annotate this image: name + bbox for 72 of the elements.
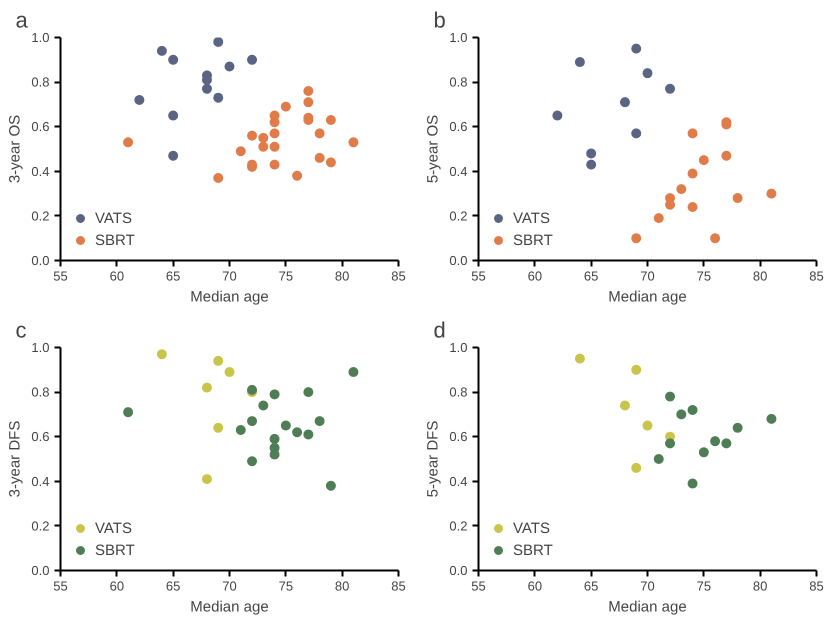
chart-title: d: [434, 318, 446, 342]
x-tick-label: 55: [53, 578, 68, 594]
x-tick-label: 85: [809, 268, 824, 284]
chart-title: a: [16, 8, 28, 32]
y-tick-label: 1.0: [31, 340, 50, 355]
x-axis-title: Median age: [608, 288, 687, 306]
y-tick-label: 0.8: [31, 74, 50, 90]
x-tick-label: 60: [528, 268, 542, 284]
y-tick-label: 0.4: [449, 474, 468, 489]
x-tick-label: 65: [584, 578, 598, 594]
y-axis-title: 5-year OS: [424, 114, 442, 184]
x-tick-label: 75: [696, 268, 712, 284]
x-tick-label: 55: [471, 578, 486, 594]
legend-label: VATS: [513, 520, 550, 536]
legend-label: VATS: [95, 520, 132, 536]
y-tick-label: 0.4: [31, 164, 50, 179]
x-tick-label: 60: [110, 578, 124, 594]
x-axis-title: Median age: [608, 598, 687, 616]
y-tick-label: 0.0: [31, 253, 50, 268]
x-tick-label: 65: [166, 268, 180, 284]
chart-title: b: [434, 8, 446, 32]
y-tick-label: 0.8: [31, 384, 50, 400]
x-tick-label: 85: [391, 268, 406, 284]
y-axis-title: 5-year DFS: [424, 420, 442, 498]
x-tick-label: 80: [334, 268, 350, 284]
chart-title: c: [16, 318, 26, 342]
x-tick-label: 80: [752, 268, 768, 284]
y-tick-label: 0.0: [449, 563, 468, 578]
y-tick-label: 0.8: [449, 74, 468, 90]
y-tick-label: 0.2: [449, 208, 468, 224]
legend-label: SBRT: [513, 232, 553, 248]
y-tick-label: 0.6: [449, 119, 468, 134]
y-tick-label: 1.0: [449, 30, 468, 45]
x-tick-label: 65: [584, 268, 598, 284]
y-tick-label: 1.0: [449, 340, 468, 355]
x-tick-label: 60: [110, 268, 124, 284]
legend-label: SBRT: [95, 232, 135, 248]
y-tick-label: 0.4: [449, 164, 468, 179]
x-tick-label: 60: [528, 578, 542, 594]
legend-label: VATS: [513, 210, 550, 226]
y-tick-label: 0.0: [31, 563, 50, 578]
y-tick-label: 0.4: [31, 474, 50, 489]
x-axis-title: Median age: [190, 598, 269, 616]
x-tick-label: 70: [640, 578, 655, 594]
x-tick-label: 70: [222, 268, 237, 284]
x-tick-label: 80: [752, 578, 768, 594]
y-axis-title: 3-year OS: [6, 114, 24, 184]
x-tick-label: 75: [696, 578, 712, 594]
legend-label: VATS: [95, 210, 132, 226]
x-tick-label: 75: [278, 268, 294, 284]
x-tick-label: 85: [809, 578, 824, 594]
y-tick-label: 0.2: [31, 208, 50, 224]
legend-label: SBRT: [513, 542, 553, 558]
y-tick-label: 0.6: [449, 429, 468, 444]
x-tick-label: 70: [640, 268, 655, 284]
y-axis-title: 3-year DFS: [6, 420, 24, 498]
legend-label: SBRT: [95, 542, 135, 558]
y-tick-label: 1.0: [31, 30, 50, 45]
x-tick-label: 75: [278, 578, 294, 594]
y-tick-label: 0.2: [31, 518, 50, 534]
x-tick-label: 55: [53, 268, 68, 284]
y-tick-label: 0.2: [449, 518, 468, 534]
x-tick-label: 85: [391, 578, 406, 594]
x-axis-title: Median age: [190, 288, 269, 306]
y-tick-label: 0.6: [31, 429, 50, 444]
x-tick-label: 55: [471, 268, 486, 284]
y-tick-label: 0.6: [31, 119, 50, 134]
x-tick-label: 80: [334, 578, 350, 594]
x-tick-label: 65: [166, 578, 180, 594]
x-tick-label: 70: [222, 578, 237, 594]
y-tick-label: 0.0: [449, 253, 468, 268]
y-tick-label: 0.8: [449, 384, 468, 400]
